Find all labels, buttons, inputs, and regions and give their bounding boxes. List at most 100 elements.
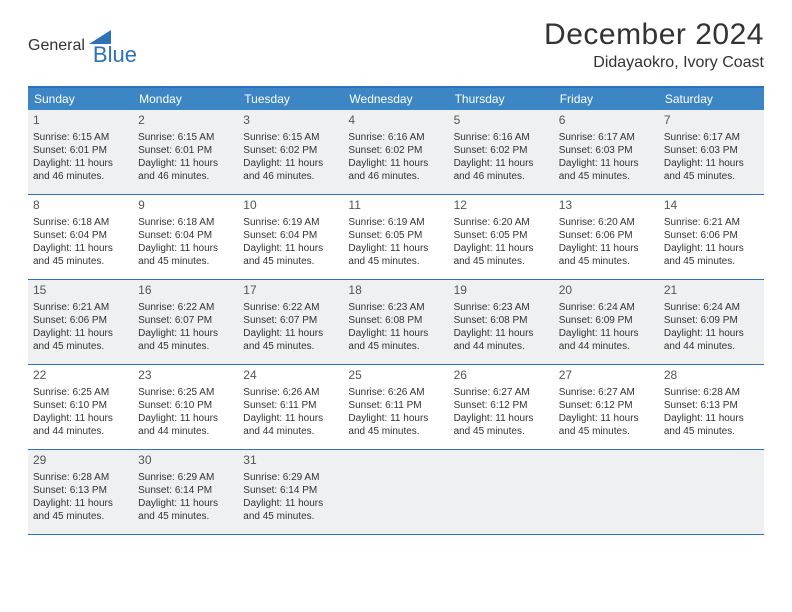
day-number: 19 bbox=[454, 283, 549, 299]
day-cell: 11Sunrise: 6:19 AMSunset: 6:05 PMDayligh… bbox=[343, 195, 448, 279]
day-cell: 23Sunrise: 6:25 AMSunset: 6:10 PMDayligh… bbox=[133, 365, 238, 449]
weekday-saturday: Saturday bbox=[659, 88, 764, 110]
day-cell: 19Sunrise: 6:23 AMSunset: 6:08 PMDayligh… bbox=[449, 280, 554, 364]
day-number: 1 bbox=[33, 113, 128, 129]
sunrise-line: Sunrise: 6:17 AM bbox=[664, 131, 759, 144]
day-number: 9 bbox=[138, 198, 233, 214]
weekday-tuesday: Tuesday bbox=[238, 88, 343, 110]
day-number: 14 bbox=[664, 198, 759, 214]
sunrise-line: Sunrise: 6:18 AM bbox=[33, 216, 128, 229]
daylight-line: Daylight: 11 hours and 45 minutes. bbox=[348, 242, 443, 268]
sunrise-line: Sunrise: 6:25 AM bbox=[138, 386, 233, 399]
header: General Blue December 2024 Didayaokro, I… bbox=[28, 18, 764, 72]
weekday-sunday: Sunday bbox=[28, 88, 133, 110]
sunrise-line: Sunrise: 6:22 AM bbox=[138, 301, 233, 314]
day-number: 22 bbox=[33, 368, 128, 384]
weekday-monday: Monday bbox=[133, 88, 238, 110]
sunrise-line: Sunrise: 6:23 AM bbox=[454, 301, 549, 314]
sunrise-line: Sunrise: 6:23 AM bbox=[348, 301, 443, 314]
day-cell: 15Sunrise: 6:21 AMSunset: 6:06 PMDayligh… bbox=[28, 280, 133, 364]
location: Didayaokro, Ivory Coast bbox=[544, 54, 764, 72]
sunset-line: Sunset: 6:06 PM bbox=[664, 229, 759, 242]
day-number: 8 bbox=[33, 198, 128, 214]
daylight-line: Daylight: 11 hours and 45 minutes. bbox=[243, 242, 338, 268]
sunset-line: Sunset: 6:07 PM bbox=[138, 314, 233, 327]
day-cell: 8Sunrise: 6:18 AMSunset: 6:04 PMDaylight… bbox=[28, 195, 133, 279]
day-cell: 13Sunrise: 6:20 AMSunset: 6:06 PMDayligh… bbox=[554, 195, 659, 279]
day-number: 16 bbox=[138, 283, 233, 299]
sunset-line: Sunset: 6:10 PM bbox=[138, 399, 233, 412]
sunrise-line: Sunrise: 6:18 AM bbox=[138, 216, 233, 229]
sunset-line: Sunset: 6:08 PM bbox=[348, 314, 443, 327]
sunrise-line: Sunrise: 6:15 AM bbox=[33, 131, 128, 144]
sunrise-line: Sunrise: 6:28 AM bbox=[33, 471, 128, 484]
sunset-line: Sunset: 6:06 PM bbox=[33, 314, 128, 327]
sunrise-line: Sunrise: 6:15 AM bbox=[243, 131, 338, 144]
title-block: December 2024 Didayaokro, Ivory Coast bbox=[544, 18, 764, 72]
sunrise-line: Sunrise: 6:16 AM bbox=[454, 131, 549, 144]
day-number: 24 bbox=[243, 368, 338, 384]
day-number: 4 bbox=[348, 113, 443, 129]
sunrise-line: Sunrise: 6:27 AM bbox=[559, 386, 654, 399]
sunset-line: Sunset: 6:14 PM bbox=[138, 484, 233, 497]
daylight-line: Daylight: 11 hours and 45 minutes. bbox=[664, 412, 759, 438]
daylight-line: Daylight: 11 hours and 45 minutes. bbox=[454, 412, 549, 438]
sunrise-line: Sunrise: 6:29 AM bbox=[138, 471, 233, 484]
day-cell: 24Sunrise: 6:26 AMSunset: 6:11 PMDayligh… bbox=[238, 365, 343, 449]
sunset-line: Sunset: 6:03 PM bbox=[559, 144, 654, 157]
sunset-line: Sunset: 6:08 PM bbox=[454, 314, 549, 327]
sunset-line: Sunset: 6:13 PM bbox=[664, 399, 759, 412]
week-row: 8Sunrise: 6:18 AMSunset: 6:04 PMDaylight… bbox=[28, 195, 764, 280]
day-cell: 31Sunrise: 6:29 AMSunset: 6:14 PMDayligh… bbox=[238, 450, 343, 534]
day-number: 6 bbox=[559, 113, 654, 129]
sunset-line: Sunset: 6:04 PM bbox=[138, 229, 233, 242]
sunrise-line: Sunrise: 6:24 AM bbox=[559, 301, 654, 314]
sunrise-line: Sunrise: 6:22 AM bbox=[243, 301, 338, 314]
sunset-line: Sunset: 6:01 PM bbox=[33, 144, 128, 157]
day-cell: 28Sunrise: 6:28 AMSunset: 6:13 PMDayligh… bbox=[659, 365, 764, 449]
sunrise-line: Sunrise: 6:16 AM bbox=[348, 131, 443, 144]
sunset-line: Sunset: 6:03 PM bbox=[664, 144, 759, 157]
day-cell: 20Sunrise: 6:24 AMSunset: 6:09 PMDayligh… bbox=[554, 280, 659, 364]
sunset-line: Sunset: 6:07 PM bbox=[243, 314, 338, 327]
daylight-line: Daylight: 11 hours and 46 minutes. bbox=[348, 157, 443, 183]
sunset-line: Sunset: 6:01 PM bbox=[138, 144, 233, 157]
day-cell: 26Sunrise: 6:27 AMSunset: 6:12 PMDayligh… bbox=[449, 365, 554, 449]
daylight-line: Daylight: 11 hours and 46 minutes. bbox=[454, 157, 549, 183]
daylight-line: Daylight: 11 hours and 45 minutes. bbox=[138, 327, 233, 353]
day-cell: 1 Sunrise: 6:15 AMSunset: 6:01 PMDaylight… bbox=[28, 110, 133, 194]
daylight-line: Daylight: 11 hours and 45 minutes. bbox=[33, 327, 128, 353]
sunrise-line: Sunrise: 6:25 AM bbox=[33, 386, 128, 399]
day-cell bbox=[343, 450, 448, 534]
sunrise-line: Sunrise: 6:20 AM bbox=[454, 216, 549, 229]
sunset-line: Sunset: 6:04 PM bbox=[243, 229, 338, 242]
daylight-line: Daylight: 11 hours and 45 minutes. bbox=[348, 327, 443, 353]
day-cell: 10Sunrise: 6:19 AMSunset: 6:04 PMDayligh… bbox=[238, 195, 343, 279]
sunset-line: Sunset: 6:11 PM bbox=[348, 399, 443, 412]
weekday-header-row: SundayMondayTuesdayWednesdayThursdayFrid… bbox=[28, 88, 764, 110]
daylight-line: Daylight: 11 hours and 45 minutes. bbox=[33, 497, 128, 523]
day-cell: 9 Sunrise: 6:18 AMSunset: 6:04 PMDaylight… bbox=[133, 195, 238, 279]
week-row: 22Sunrise: 6:25 AMSunset: 6:10 PMDayligh… bbox=[28, 365, 764, 450]
day-number: 11 bbox=[348, 198, 443, 214]
sunrise-line: Sunrise: 6:21 AM bbox=[33, 301, 128, 314]
daylight-line: Daylight: 11 hours and 44 minutes. bbox=[138, 412, 233, 438]
daylight-line: Daylight: 11 hours and 45 minutes. bbox=[138, 242, 233, 268]
day-number: 2 bbox=[138, 113, 233, 129]
sunset-line: Sunset: 6:12 PM bbox=[454, 399, 549, 412]
logo-text-blue: Blue bbox=[93, 42, 137, 68]
daylight-line: Daylight: 11 hours and 45 minutes. bbox=[664, 242, 759, 268]
daylight-line: Daylight: 11 hours and 45 minutes. bbox=[559, 242, 654, 268]
sunrise-line: Sunrise: 6:20 AM bbox=[559, 216, 654, 229]
day-cell: 17Sunrise: 6:22 AMSunset: 6:07 PMDayligh… bbox=[238, 280, 343, 364]
weeks-container: 1Sunrise: 6:15 AMSunset: 6:01 PMDaylight… bbox=[28, 110, 764, 535]
day-cell: 21Sunrise: 6:24 AMSunset: 6:09 PMDayligh… bbox=[659, 280, 764, 364]
sunset-line: Sunset: 6:02 PM bbox=[454, 144, 549, 157]
sunset-line: Sunset: 6:09 PM bbox=[664, 314, 759, 327]
sunrise-line: Sunrise: 6:17 AM bbox=[559, 131, 654, 144]
sunset-line: Sunset: 6:10 PM bbox=[33, 399, 128, 412]
day-cell: 4Sunrise: 6:16 AMSunset: 6:02 PMDaylight… bbox=[343, 110, 448, 194]
daylight-line: Daylight: 11 hours and 46 minutes. bbox=[33, 157, 128, 183]
sunset-line: Sunset: 6:11 PM bbox=[243, 399, 338, 412]
day-cell: 3Sunrise: 6:15 AMSunset: 6:02 PMDaylight… bbox=[238, 110, 343, 194]
